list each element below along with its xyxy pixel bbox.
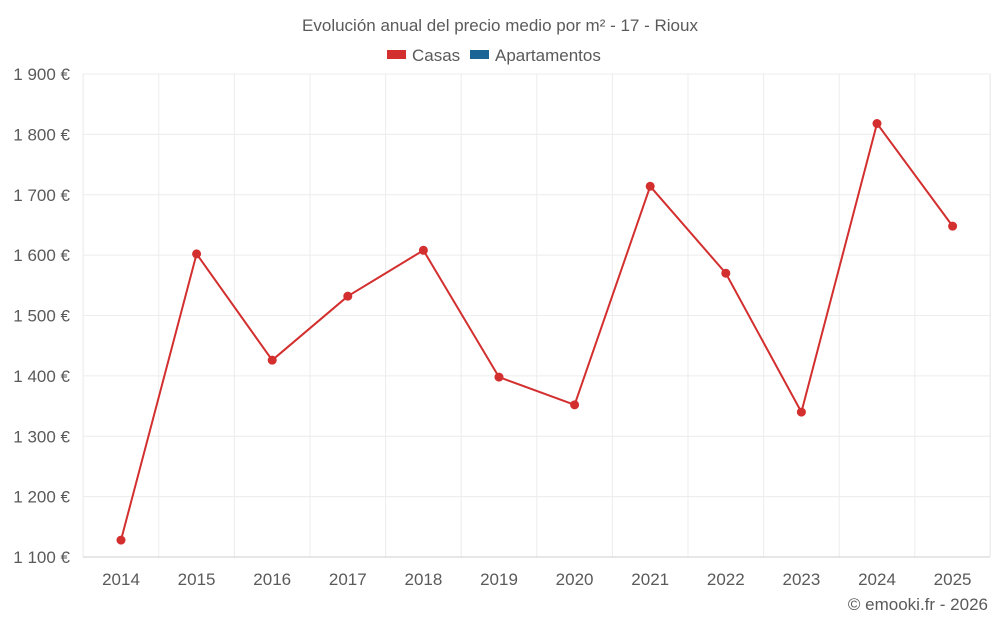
data-point[interactable]: [796, 407, 806, 417]
legend: Casas Apartamentos: [387, 46, 601, 65]
chart-title: Evolución anual del precio medio por m² …: [302, 16, 698, 35]
x-tick-label: 2019: [480, 570, 518, 589]
y-axis-ticks: 1 100 € 1 200 € 1 300 € 1 400 € 1 500 € 1 600…: [13, 65, 70, 567]
legend-swatch-casas: [387, 50, 406, 59]
data-point[interactable]: [418, 245, 428, 255]
x-tick-label: 2017: [329, 570, 367, 589]
x-tick-label: 2020: [556, 570, 594, 589]
y-tick-label: 1 500 €: [13, 307, 70, 326]
y-tick-label: 1 100 €: [13, 548, 70, 567]
data-point[interactable]: [494, 372, 504, 382]
legend-label-casas: Casas: [412, 46, 460, 65]
legend-item-casas[interactable]: Casas: [387, 46, 460, 65]
series-line-casas: [120, 122, 954, 541]
y-tick-label: 1 900 €: [13, 65, 70, 84]
data-point[interactable]: [948, 221, 958, 231]
legend-label-apartamentos: Apartamentos: [495, 46, 601, 65]
data-point[interactable]: [267, 355, 277, 365]
x-tick-label: 2022: [707, 570, 745, 589]
x-tick-label: 2023: [782, 570, 820, 589]
x-tick-label: 2021: [631, 570, 669, 589]
y-tick-label: 1 700 €: [13, 186, 70, 205]
legend-swatch-apartamentos: [470, 50, 489, 59]
y-tick-label: 1 800 €: [13, 125, 70, 144]
data-point[interactable]: [116, 535, 126, 545]
y-tick-label: 1 600 €: [13, 246, 70, 265]
data-point[interactable]: [645, 181, 655, 191]
data-point[interactable]: [721, 268, 731, 278]
x-tick-label: 2015: [178, 570, 216, 589]
x-gridlines: [82, 74, 991, 557]
legend-item-apartamentos[interactable]: Apartamentos: [470, 46, 601, 65]
data-point[interactable]: [872, 119, 882, 129]
x-tick-label: 2014: [102, 570, 140, 589]
data-point[interactable]: [343, 291, 353, 301]
data-point[interactable]: [570, 400, 580, 410]
data-point[interactable]: [192, 249, 202, 259]
y-tick-label: 1 200 €: [13, 488, 70, 507]
x-tick-label: 2018: [404, 570, 442, 589]
x-axis-ticks: 2014 2015 2016 2017 2018 2019 2020 2021 2022 2023…: [102, 570, 971, 589]
y-tick-label: 1 400 €: [13, 367, 70, 386]
y-tick-label: 1 300 €: [13, 427, 70, 446]
x-tick-label: 2025: [934, 570, 972, 589]
x-tick-label: 2024: [858, 570, 896, 589]
credit-text: © emooki.fr - 2026: [848, 595, 988, 614]
series-casas: [116, 119, 958, 545]
x-tick-label: 2016: [253, 570, 291, 589]
